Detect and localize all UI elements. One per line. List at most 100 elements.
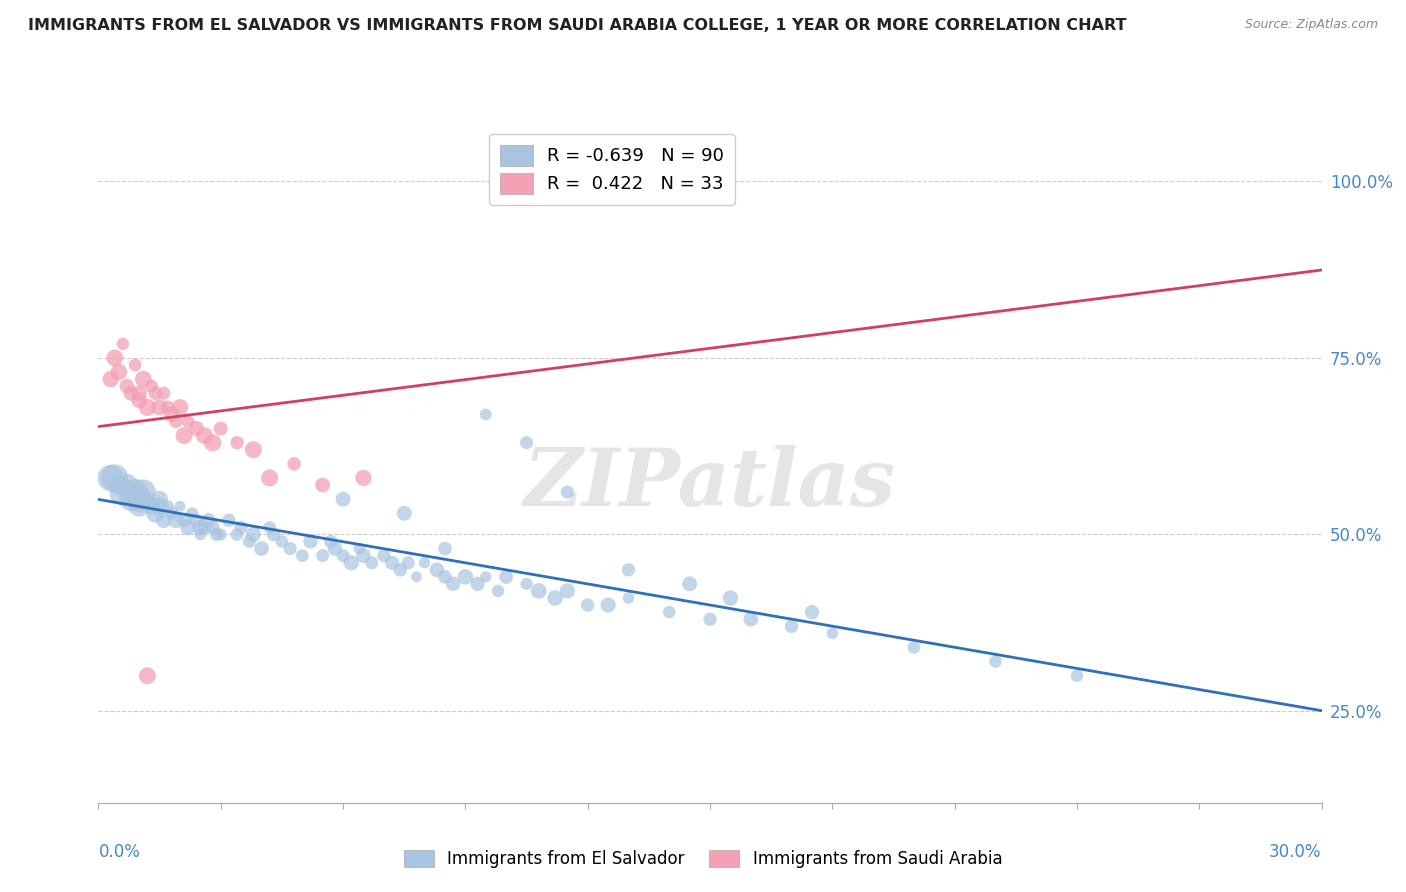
Point [108, 365, 131, 379]
Point [141, 379, 163, 393]
Point [136, 492, 159, 507]
Point [197, 513, 219, 527]
Point [169, 500, 191, 514]
Point [181, 506, 204, 520]
Point [124, 485, 146, 500]
Point [270, 534, 294, 549]
Point [188, 520, 212, 534]
Point [165, 415, 187, 429]
Point [319, 534, 342, 549]
Point [903, 640, 925, 655]
Point [186, 421, 208, 435]
Point [128, 492, 150, 507]
Point [136, 669, 159, 683]
Point [160, 408, 183, 422]
Point [278, 541, 301, 556]
Point [352, 471, 374, 485]
Point [349, 541, 371, 556]
Point [111, 336, 134, 351]
Point [291, 549, 314, 563]
Point [226, 435, 249, 450]
Point [242, 527, 264, 541]
Point [152, 386, 174, 401]
Point [405, 570, 427, 584]
Point [132, 372, 155, 386]
Point [124, 358, 146, 372]
Point [389, 563, 412, 577]
Text: 30.0%: 30.0% [1270, 844, 1322, 862]
Point [238, 534, 260, 549]
Point [145, 506, 167, 520]
Point [360, 556, 382, 570]
Point [193, 428, 215, 442]
Point [115, 478, 138, 492]
Point [104, 471, 127, 485]
Point [173, 513, 195, 527]
Point [312, 478, 335, 492]
Point [205, 527, 228, 541]
Point [115, 379, 138, 393]
Point [516, 435, 538, 450]
Point [332, 549, 354, 563]
Point [188, 527, 212, 541]
Point [413, 556, 436, 570]
Point [156, 401, 179, 415]
Point [152, 513, 174, 527]
Point [392, 506, 416, 520]
Point [177, 415, 200, 429]
Point [474, 570, 498, 584]
Point [720, 591, 742, 605]
Point [780, 619, 803, 633]
Text: ZIPatlas: ZIPatlas [524, 445, 896, 523]
Point [201, 435, 224, 450]
Point [312, 549, 335, 563]
Point [299, 534, 322, 549]
Point [1066, 669, 1088, 683]
Point [132, 485, 155, 500]
Point [100, 372, 122, 386]
Point [821, 626, 844, 640]
Point [679, 577, 702, 591]
Point [434, 541, 457, 556]
Point [169, 401, 191, 415]
Point [165, 513, 187, 527]
Point [557, 584, 579, 599]
Point [128, 393, 150, 408]
Point [323, 541, 346, 556]
Point [186, 513, 208, 527]
Point [426, 563, 449, 577]
Point [454, 570, 477, 584]
Point [283, 457, 305, 471]
Point [352, 549, 374, 563]
Point [527, 584, 550, 599]
Point [598, 598, 620, 612]
Point [156, 500, 179, 514]
Point [226, 527, 249, 541]
Point [259, 471, 281, 485]
Point [193, 520, 215, 534]
Point [486, 584, 509, 599]
Point [231, 520, 253, 534]
Point [149, 492, 172, 507]
Point [332, 492, 354, 507]
Point [173, 428, 195, 442]
Point [396, 556, 419, 570]
Point [381, 556, 404, 570]
Point [209, 421, 232, 435]
Point [699, 612, 721, 626]
Point [516, 577, 538, 591]
Point [434, 570, 457, 584]
Point [259, 520, 281, 534]
Point [136, 401, 159, 415]
Point [128, 500, 150, 514]
Point [617, 563, 640, 577]
Point [149, 401, 172, 415]
Point [474, 408, 498, 422]
Point [801, 605, 824, 619]
Point [340, 556, 363, 570]
Text: 0.0%: 0.0% [98, 844, 141, 862]
Point [149, 500, 172, 514]
Point [576, 598, 599, 612]
Point [467, 577, 489, 591]
Point [218, 513, 240, 527]
